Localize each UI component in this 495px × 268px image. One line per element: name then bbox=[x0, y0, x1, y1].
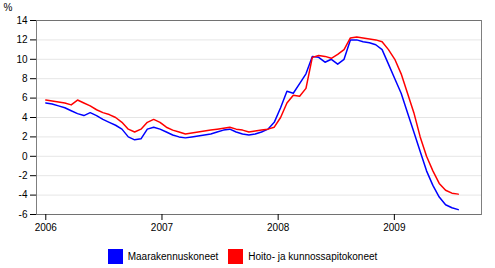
svg-text:8: 8 bbox=[22, 73, 28, 84]
svg-text:14: 14 bbox=[16, 15, 28, 26]
svg-text:%: % bbox=[4, 2, 13, 13]
html-text:Hoito- ja kunnossapitokoneet: Hoito- ja kunnossapitokoneet bbox=[248, 251, 378, 262]
svg-text:-2: -2 bbox=[19, 170, 28, 181]
svg-text:4: 4 bbox=[22, 112, 28, 123]
svg-text:12: 12 bbox=[16, 34, 28, 45]
svg-text:6: 6 bbox=[22, 92, 28, 103]
html-text:Maarakennuskoneet: Maarakennuskoneet bbox=[127, 251, 219, 262]
svg-text:2007: 2007 bbox=[151, 222, 174, 233]
svg-text:10: 10 bbox=[16, 54, 28, 65]
svg-text:-6: -6 bbox=[19, 209, 28, 220]
svg-text:2: 2 bbox=[22, 131, 28, 142]
svg-text:2006: 2006 bbox=[35, 222, 58, 233]
svg-text:2008: 2008 bbox=[267, 222, 290, 233]
svg-text:2009: 2009 bbox=[383, 222, 406, 233]
svg-text:-4: -4 bbox=[19, 189, 28, 200]
svg-text:0: 0 bbox=[22, 151, 28, 162]
